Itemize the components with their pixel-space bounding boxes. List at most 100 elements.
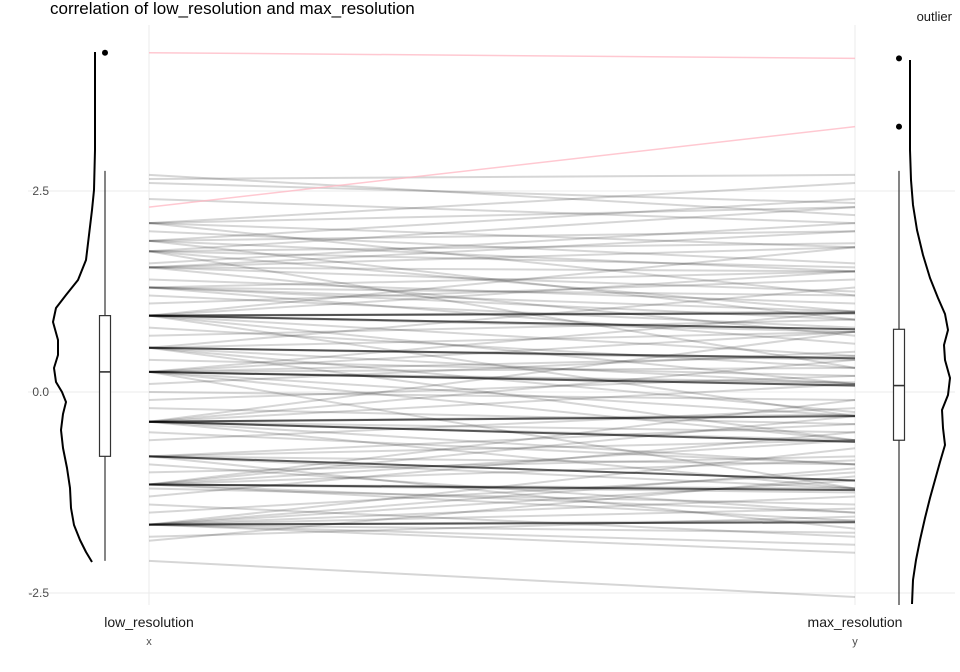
pair-line [148,455,856,474]
pair-line [148,374,856,402]
pair-line [148,503,856,538]
density-curve-max-resolution [909,60,951,605]
pair-line [148,314,856,331]
axis-name-x: x [146,636,152,648]
pair-line [148,222,856,265]
pair-line [148,250,856,269]
pair-line [148,222,856,297]
pair-line [148,358,856,423]
pair-line [148,246,856,269]
chart-title: correlation of low_resolution and max_re… [50,0,415,18]
pair-line [148,318,856,337]
pair-line [148,420,856,443]
pair-line [148,420,856,434]
boxplots [98,49,906,606]
pair-line [148,354,856,373]
category-label-low-resolution: low_resolution [104,614,194,630]
pair-line [148,198,856,225]
pair-line [148,230,856,269]
pair-line [148,294,856,329]
pair-line [148,326,856,369]
pair-line [148,181,856,225]
pair-line [148,330,856,349]
grid-lines [28,25,955,605]
pair-line [148,314,856,357]
axis-name-y: y [852,636,858,648]
pair-line [148,467,856,526]
pair-line [148,483,856,492]
pair-line [148,455,856,490]
pair-line [148,523,856,554]
pair-line [148,559,856,599]
pair-line [148,270,856,317]
pair-line [148,495,856,526]
outlier-pair-line [148,125,856,208]
pair-line [148,330,856,373]
pair-line [148,431,856,466]
pair-line [148,242,856,253]
pair-line [148,246,856,317]
boxplot-outlier-point [896,123,902,130]
pair-line [148,266,856,293]
pair-line [148,206,856,225]
pair-line [148,346,856,360]
pair-line [148,250,856,369]
pair-line [148,346,856,442]
pair-line [148,181,856,205]
pair-line [148,415,856,486]
pair-line [148,286,856,349]
pair-line [148,455,856,466]
pair-line [148,407,856,442]
pair-line [148,391,856,402]
boxplot-outlier-point [102,49,108,56]
pair-line [148,266,856,337]
pair-line [148,346,856,414]
legend-label-outlier: outlier [917,9,953,24]
pair-line [148,173,856,180]
pair-line [148,173,856,217]
pair-line [148,250,856,313]
pair-line [148,198,856,242]
pair-line [148,521,856,526]
pair-line [148,310,856,373]
category-label-max-resolution: max_resolution [808,614,903,630]
pair-line [148,222,856,249]
y-tick-label: 0.0 [32,385,49,399]
pair-line [148,420,856,466]
pair-line [148,286,856,313]
pair-line [148,278,856,305]
pair-line [148,439,856,486]
pair-line [148,523,856,546]
pair-line [148,455,856,530]
pair-line [148,523,856,534]
pair-line [148,312,856,317]
outlier-pair-line [148,51,856,60]
pair-line [148,423,856,458]
pair-line [148,515,856,538]
pair-line [148,346,856,385]
pair-line [148,230,856,242]
pair-line [148,286,856,345]
pair-line [148,483,856,522]
pair-line [148,370,856,490]
pair-line [148,370,856,387]
density-curves [52,52,951,605]
pair-line [148,206,856,253]
pair-line [148,507,856,526]
pair-line [148,459,856,486]
pair-line [148,463,856,514]
pair-line [148,382,856,423]
pair-line [148,278,856,305]
pair-line [148,407,856,426]
pair-line [148,330,856,423]
pair-line [148,455,856,482]
pair-line [148,487,856,506]
pair-line [148,266,856,273]
pair-line [148,471,856,514]
pair-line [148,230,856,265]
boxplot-box [98,315,112,457]
boxplot-outlier-point [896,55,902,62]
y-tick-label: 2.5 [32,184,49,198]
pair-line [148,239,856,273]
